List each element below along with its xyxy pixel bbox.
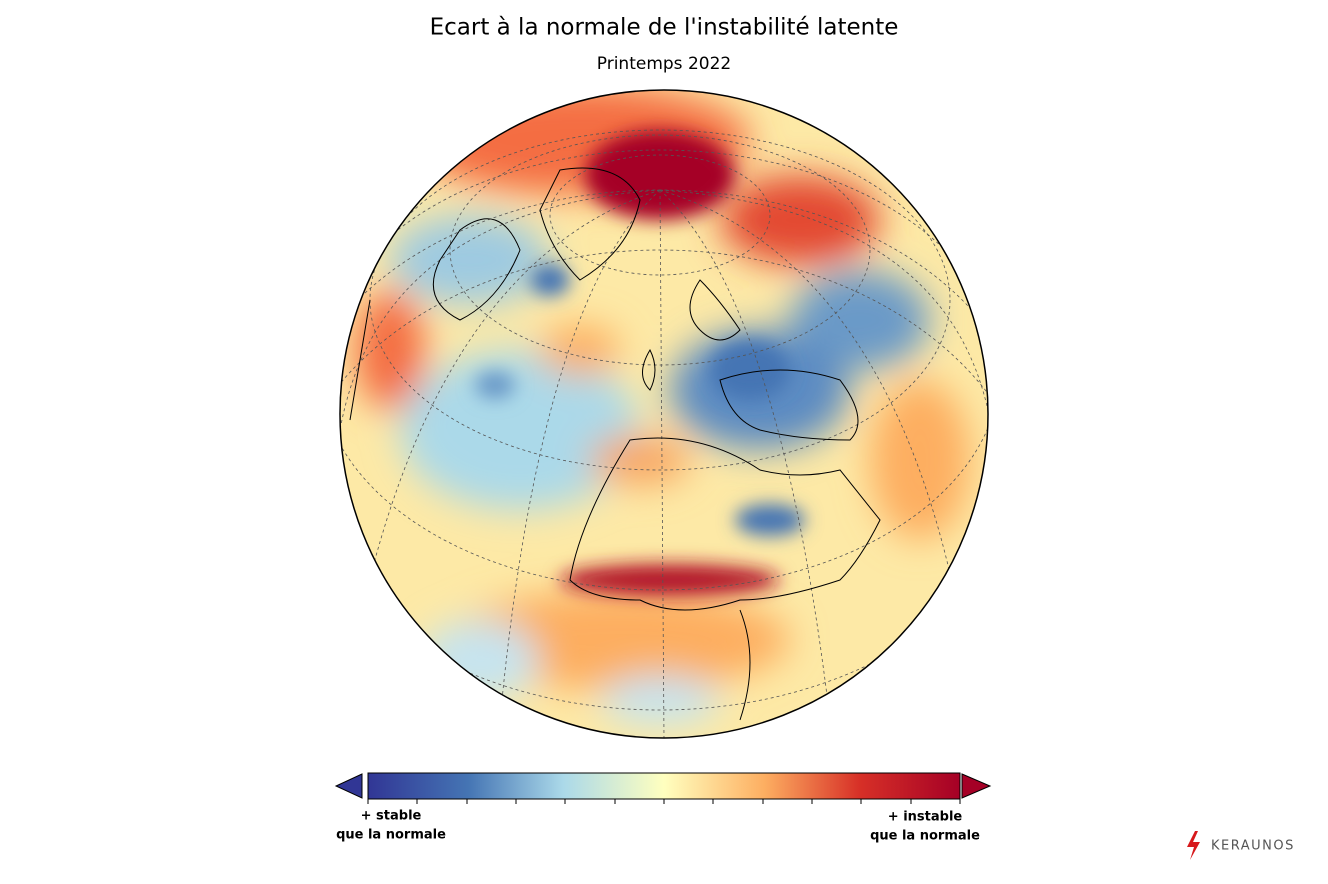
logo: KERAUNOS [1187,831,1295,860]
globe-outline [339,89,989,739]
colorbar-right-label: que la normale [870,829,980,844]
map-subtitle: Printemps 2022 [597,54,731,74]
logo-text: KERAUNOS [1211,839,1295,854]
coastlines [349,167,881,721]
logo-icon [1187,831,1200,860]
colorbar-max-arrow [961,773,992,799]
colorbar-ticks [367,799,961,804]
colorbar-left-label: + stable [361,809,422,824]
colorbar-left-label: que la normale [336,828,446,843]
colorbar: + stable que la normale + instable que l… [334,772,992,844]
colorbar-gradient [367,772,961,800]
colorbar-min-arrow [334,773,363,799]
anomaly-field [340,90,988,738]
colorbar-right-label: + instable [888,810,963,825]
map-title: Ecart à la normale de l'instabilité late… [430,15,899,41]
